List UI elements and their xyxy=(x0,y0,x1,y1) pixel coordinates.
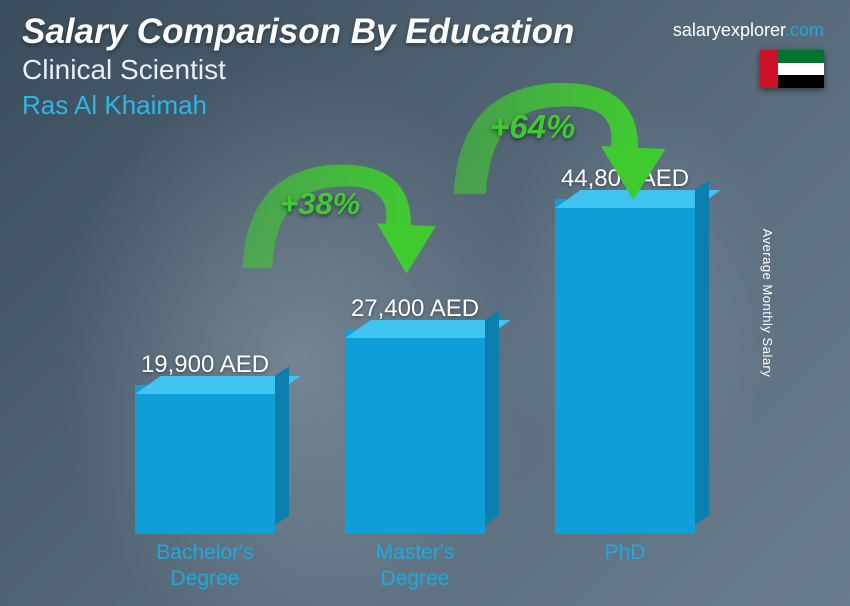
bar-chart: 19,900 AED 27,400 AED 44,800 AED xyxy=(100,165,730,534)
bar-value-label: 27,400 AED xyxy=(351,295,479,323)
brand-suffix: .com xyxy=(785,20,824,40)
brand-logo: salaryexplorer.com xyxy=(673,20,824,41)
x-axis-label: PhD xyxy=(535,540,715,593)
bar-value-label: 19,900 AED xyxy=(141,351,269,379)
x-axis-label: Bachelor'sDegree xyxy=(115,540,295,593)
percent-increase-label: +38% xyxy=(280,186,360,222)
percent-increase-label: +64% xyxy=(490,108,575,146)
bar-0: 19,900 AED xyxy=(115,351,295,534)
bar-2: 44,800 AED xyxy=(535,165,715,534)
y-axis-label: Average Monthly Salary xyxy=(760,229,775,378)
uae-flag-icon xyxy=(760,50,824,88)
x-axis-label: Master'sDegree xyxy=(325,540,505,593)
bar-1: 27,400 AED xyxy=(325,295,505,534)
bar-shape xyxy=(345,329,485,534)
bar-shape xyxy=(555,199,695,534)
brand-name: salaryexplorer xyxy=(673,20,785,40)
chart-subtitle: Clinical Scientist xyxy=(22,54,828,86)
bar-value-label: 44,800 AED xyxy=(561,165,689,193)
bar-shape xyxy=(135,385,275,534)
chart-location: Ras Al Khaimah xyxy=(22,90,828,121)
x-axis-labels: Bachelor'sDegree Master'sDegree PhD xyxy=(100,540,730,593)
